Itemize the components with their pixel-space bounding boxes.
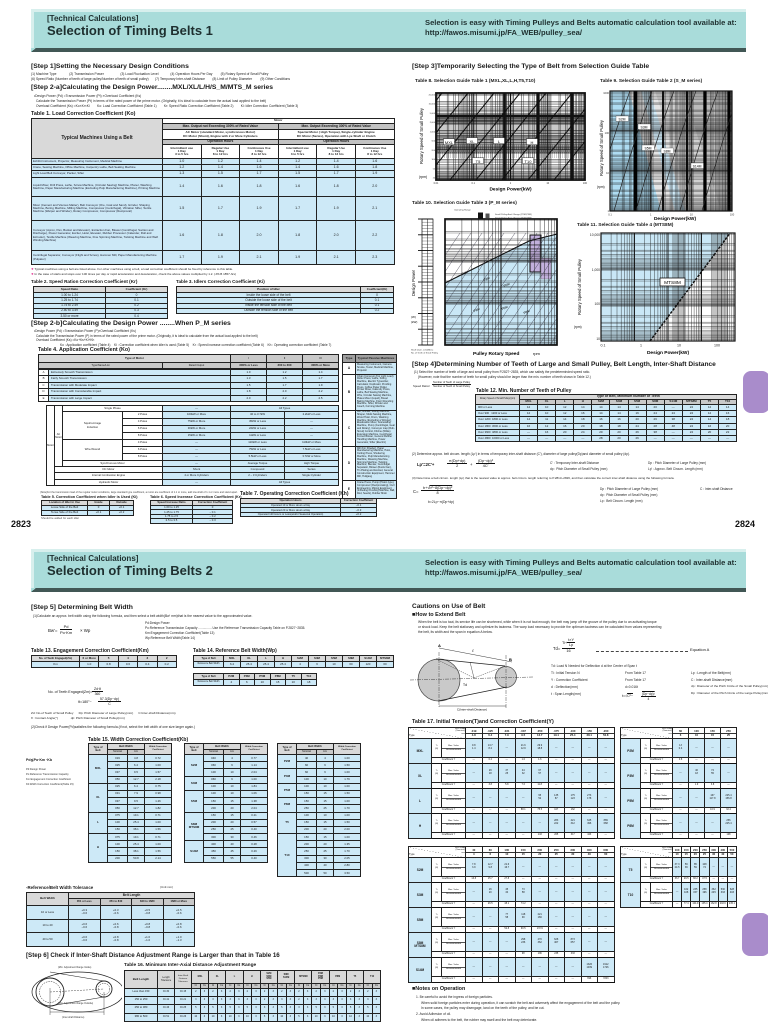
svg-text:P3M: P3M bbox=[473, 307, 481, 313]
svg-text:200: 200 bbox=[432, 150, 436, 152]
svg-text:(Min. Adjustment Range Outside: (Min. Adjustment Range Outside) bbox=[58, 1002, 93, 1005]
svg-text:Operating Range: Operating Range bbox=[454, 209, 471, 212]
svg-text:Design Power(kW): Design Power(kW) bbox=[647, 350, 690, 356]
svg-text:10: 10 bbox=[677, 344, 681, 348]
svg-text:H: H bbox=[531, 140, 534, 145]
svg-text:2,000: 2,000 bbox=[430, 122, 436, 124]
svg-text:50: 50 bbox=[433, 168, 436, 170]
svg-text:T5: T5 bbox=[476, 159, 481, 164]
svg-text:No. of Teeth of Small Pulley: No. of Teeth of Small Pulley bbox=[411, 352, 439, 355]
svg-text:S3M: S3M bbox=[641, 126, 648, 130]
svg-text:Small Pulley Avail. Range (P5M: Small Pulley Avail. Range (P5M,P8M) bbox=[495, 216, 532, 219]
svg-text:10: 10 bbox=[596, 337, 600, 341]
svg-text:MXL: MXL bbox=[445, 140, 454, 145]
svg-text:(rpm): (rpm) bbox=[574, 325, 582, 329]
svg-text:Rotary Speed of Small Pulley: Rotary Speed of Small Pulley bbox=[419, 107, 424, 164]
svg-text:P8M: P8M bbox=[523, 309, 531, 315]
svg-text:Pulley Rotary Speed: Pulley Rotary Speed bbox=[473, 351, 519, 357]
svg-text:10,000: 10,000 bbox=[590, 233, 600, 237]
svg-text:Rotary Speed of Small Pulley: Rotary Speed of Small Pulley bbox=[599, 119, 604, 176]
svg-text:(rpm): (rpm) bbox=[419, 175, 427, 179]
svg-text:10: 10 bbox=[606, 171, 609, 175]
svg-text:S5M: S5M bbox=[645, 147, 652, 151]
svg-text:A: A bbox=[438, 643, 441, 648]
svg-text:B: B bbox=[509, 657, 512, 662]
svg-text:20,000: 20,000 bbox=[429, 95, 436, 97]
svg-text:0.1: 0.1 bbox=[601, 344, 606, 348]
svg-text:Small Pulley Avail. Range (P2M: Small Pulley Avail. Range (P2M,P3M) bbox=[495, 213, 532, 216]
svg-text:S8M: S8M bbox=[664, 150, 671, 154]
svg-text:100: 100 bbox=[594, 302, 600, 306]
svg-text:(W): (W) bbox=[411, 315, 416, 319]
svg-text:1: 1 bbox=[608, 209, 610, 213]
svg-text:T10: T10 bbox=[525, 159, 533, 164]
svg-text:(rpm): (rpm) bbox=[597, 185, 605, 189]
svg-text:P5M: P5M bbox=[503, 282, 511, 288]
svg-text:100: 100 bbox=[730, 212, 735, 216]
svg-text:10,000: 10,000 bbox=[429, 104, 436, 106]
svg-text:100: 100 bbox=[432, 159, 436, 161]
svg-text:L: L bbox=[498, 139, 501, 144]
svg-text:20: 20 bbox=[433, 178, 436, 180]
svg-text:1,000: 1,000 bbox=[592, 268, 600, 272]
svg-text:1000: 1000 bbox=[603, 91, 609, 95]
svg-text:P2M: P2M bbox=[461, 270, 469, 276]
svg-text:XL: XL bbox=[470, 139, 476, 144]
svg-text:100: 100 bbox=[605, 131, 610, 135]
svg-text:500: 500 bbox=[432, 141, 436, 143]
svg-text:0.01: 0.01 bbox=[434, 182, 439, 185]
svg-text:5,000: 5,000 bbox=[430, 113, 436, 115]
svg-text:(Inter-shaft Distance): (Inter-shaft Distance) bbox=[62, 1016, 85, 1019]
svg-text:10: 10 bbox=[690, 212, 693, 216]
svg-text:P3M: P3M bbox=[483, 276, 491, 282]
svg-text:S14M: S14M bbox=[693, 165, 702, 169]
svg-text:Shaft Diam. Limit(Min.): Shaft Diam. Limit(Min.) bbox=[411, 348, 434, 351]
svg-text:Td: Td bbox=[463, 683, 467, 687]
svg-text:Design Power: Design Power bbox=[411, 269, 416, 296]
svg-text:Design Power(kW): Design Power(kW) bbox=[654, 216, 697, 222]
svg-text:P5M: P5M bbox=[501, 305, 509, 311]
svg-text:1: 1 bbox=[640, 344, 642, 348]
svg-text:100: 100 bbox=[714, 344, 720, 348]
svg-text:C(Inter-shaft Distance): C(Inter-shaft Distance) bbox=[457, 708, 487, 712]
svg-text:0.1: 0.1 bbox=[608, 212, 612, 216]
svg-text:(kW): (kW) bbox=[411, 320, 417, 324]
svg-text:1: 1 bbox=[650, 212, 652, 216]
svg-text:MTS8M: MTS8M bbox=[664, 280, 681, 286]
svg-text:100: 100 bbox=[583, 182, 588, 185]
svg-text:ℓ: ℓ bbox=[472, 648, 474, 653]
svg-text:(Min. Adjustment Range Inside): (Min. Adjustment Range Inside) bbox=[58, 966, 92, 969]
svg-text:Rotary Speed of Small Pulley: Rotary Speed of Small Pulley bbox=[577, 258, 582, 315]
svg-text:1,000: 1,000 bbox=[430, 131, 436, 133]
svg-text:1: 1 bbox=[510, 182, 512, 185]
svg-text:10: 10 bbox=[546, 182, 549, 185]
svg-text:S2M: S2M bbox=[619, 118, 626, 122]
svg-text:Design Power(kW): Design Power(kW) bbox=[489, 187, 532, 193]
svg-text:0.1: 0.1 bbox=[472, 182, 476, 185]
svg-text:rpm: rpm bbox=[533, 351, 541, 356]
